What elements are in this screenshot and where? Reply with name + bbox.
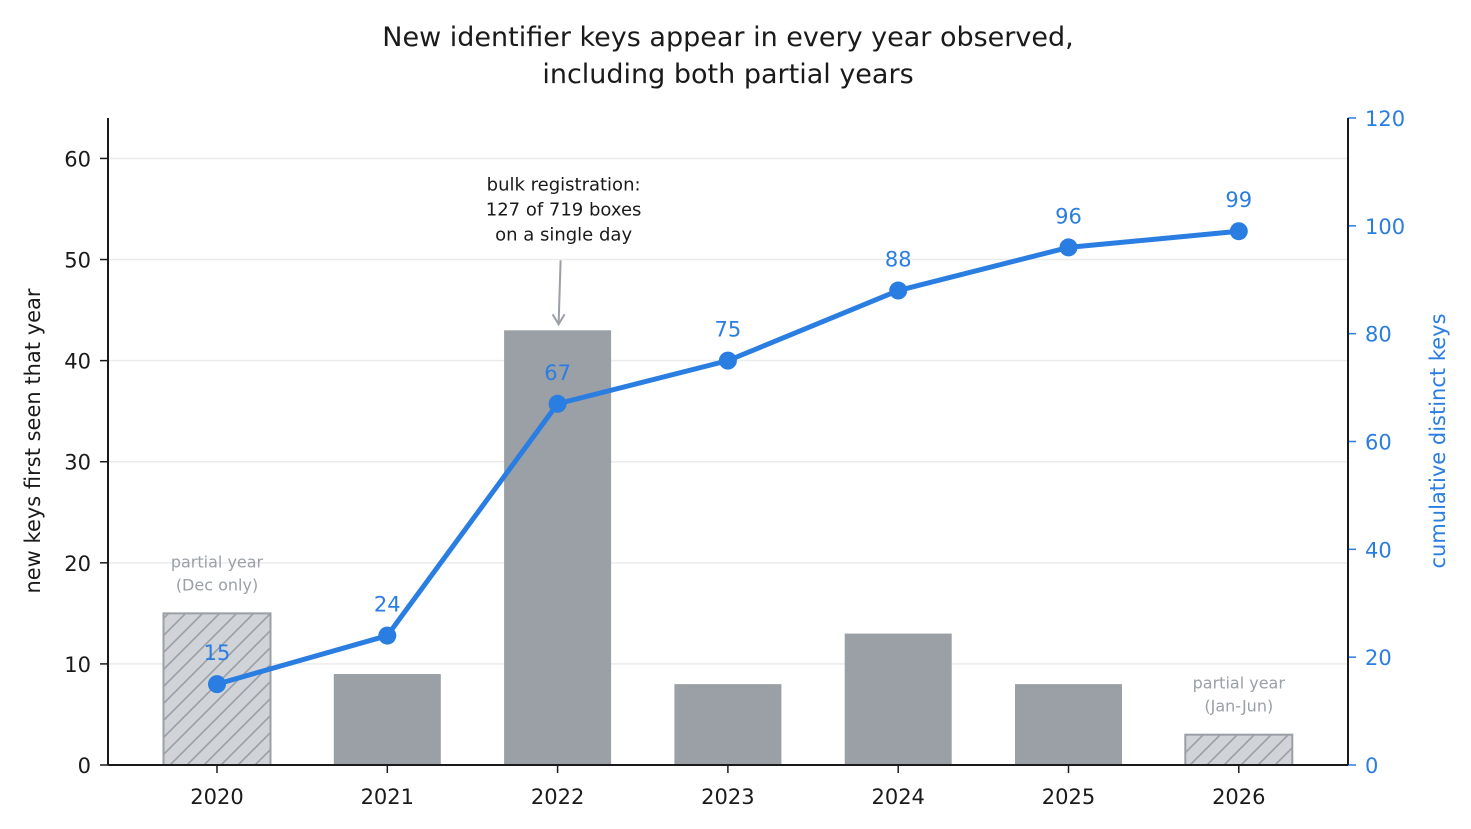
y-left-tick-label: 30: [64, 451, 91, 475]
partial-year-note: partial year: [171, 552, 264, 571]
y-left-tick-label: 20: [64, 552, 91, 576]
partial-year-note: (Dec only): [176, 575, 258, 594]
line-point-label: 96: [1055, 204, 1082, 228]
y-left-tick-label: 10: [64, 653, 91, 677]
line-point: [718, 351, 737, 370]
cumulative-line: 15 24 67 75 88 96 99: [204, 188, 1252, 694]
x-tick-label: 2021: [361, 785, 414, 809]
partial-year-note: (Jan-Jun): [1204, 697, 1273, 716]
bar: [333, 674, 441, 765]
annotation-text: 127 of 719 boxes: [486, 199, 642, 220]
line-point: [378, 626, 397, 645]
y-right-tick-label: 0: [1365, 754, 1378, 778]
bar: [844, 633, 952, 765]
x-tick-label: 2022: [531, 785, 584, 809]
y-left-tick-label: 0: [78, 754, 91, 778]
x-tick-label: 2023: [701, 785, 754, 809]
line-point-label: 75: [715, 318, 742, 342]
y-right-tick-label: 60: [1365, 431, 1392, 455]
line-point: [548, 394, 567, 413]
line-point-label: 24: [374, 593, 401, 617]
x-tick-label: 2020: [190, 785, 243, 809]
x-tick-label: 2024: [871, 785, 924, 809]
bar-partial-year: [1184, 733, 1294, 766]
cumulative-line-path: [214, 228, 1242, 687]
line-point-label: 67: [544, 361, 571, 385]
line-point: [1059, 238, 1078, 257]
chart-title-line-2: including both partial years: [542, 59, 913, 90]
y-right-tick-label: 80: [1365, 323, 1392, 347]
bars: [162, 330, 1294, 766]
y-right-tick-label: 20: [1365, 646, 1392, 670]
x-tick-label: 2026: [1212, 785, 1265, 809]
y-right-tick-label: 100: [1365, 215, 1405, 239]
chart-title-line-1: New identifier keys appear in every year…: [382, 22, 1073, 53]
partial-year-note: partial year: [1193, 674, 1286, 693]
y-right-tick-label: 40: [1365, 538, 1392, 562]
annotation-arrowhead: [551, 313, 566, 327]
annotation-text: on a single day: [495, 224, 632, 245]
bar: [674, 684, 782, 765]
line-point: [208, 675, 226, 694]
line-point-label: 88: [885, 248, 912, 272]
y-left-tick-label: 50: [64, 249, 91, 273]
line-point-label: 15: [204, 641, 231, 665]
annotation-arrow: [557, 260, 562, 325]
annotation-text: bulk registration:: [487, 174, 641, 195]
y-left-tick-label: 60: [64, 147, 91, 171]
x-tick-label: 2025: [1042, 785, 1095, 809]
y-left-tick-label: 40: [64, 350, 91, 374]
y-axis-right-label: cumulative distinct keys: [1426, 313, 1450, 568]
annotations: partial year (Dec only) partial year (Jan-J…: [171, 174, 1286, 715]
y-axis-left-label: new keys first seen that year: [21, 288, 45, 593]
line-point: [1229, 222, 1248, 241]
gridlines: [108, 157, 1348, 665]
axes: 0 10 20 30 40 50 60 0 20 40 60 80 100 120 2020 2021 2022…: [64, 107, 1405, 809]
line-point: [889, 281, 908, 300]
bar: [1015, 684, 1122, 765]
line-point-label: 99: [1225, 188, 1252, 212]
y-right-tick-label: 120: [1365, 107, 1405, 131]
